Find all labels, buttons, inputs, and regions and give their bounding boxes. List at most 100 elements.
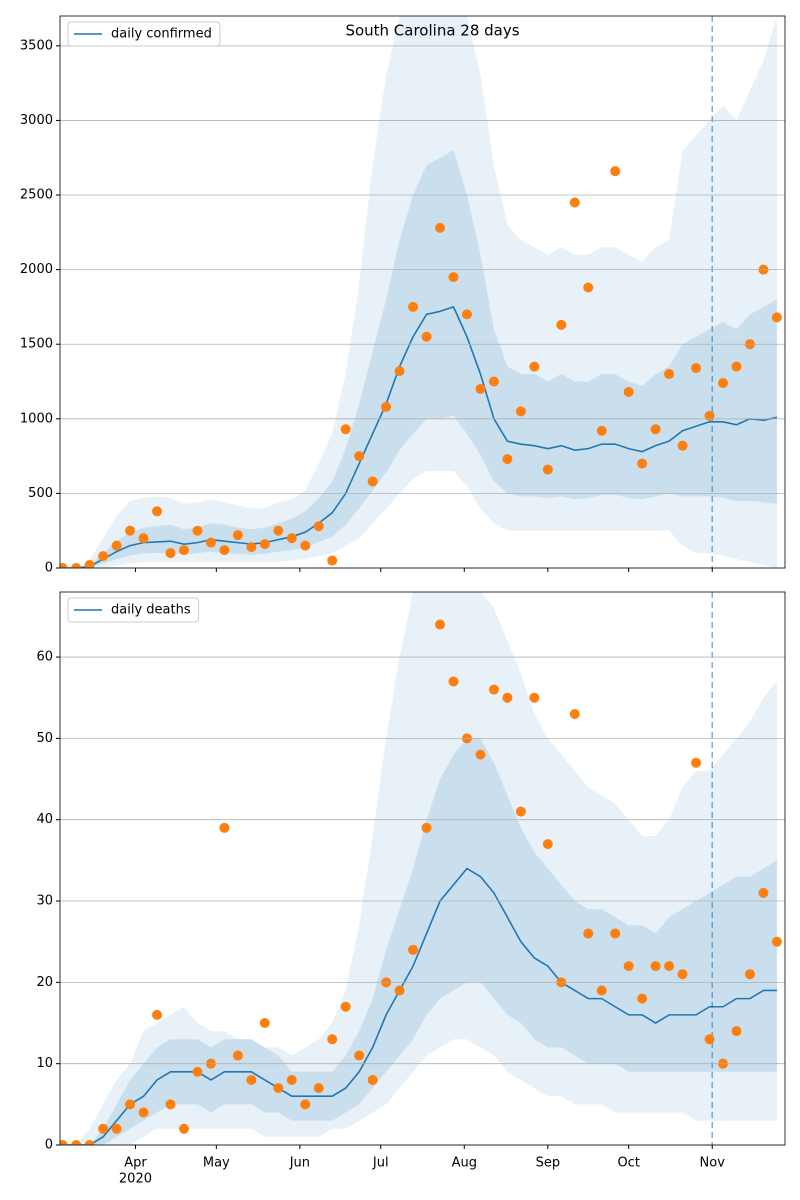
observed-point	[704, 410, 715, 421]
observed-point	[569, 197, 580, 208]
observed-point	[488, 684, 499, 695]
observed-point	[354, 1050, 365, 1061]
observed-point	[286, 1074, 297, 1085]
observed-point	[354, 451, 365, 462]
observed-point	[300, 540, 311, 551]
observed-point	[475, 383, 486, 394]
observed-point	[152, 1009, 163, 1020]
observed-point	[300, 1099, 311, 1110]
observed-point	[691, 363, 702, 374]
observed-point	[232, 1050, 243, 1061]
observed-point	[515, 406, 526, 417]
observed-point	[744, 969, 755, 980]
observed-point	[232, 530, 243, 541]
observed-point	[178, 1123, 189, 1134]
plot-frame	[59, 15, 786, 569]
observed-point	[313, 1083, 324, 1094]
observed-point	[178, 545, 189, 556]
observed-point	[610, 928, 621, 939]
y-tick-label: 3000	[20, 113, 53, 128]
observed-point	[138, 533, 149, 544]
observed-point	[502, 692, 513, 703]
observed-point	[408, 944, 419, 955]
y-tick-label: 1000	[20, 411, 53, 426]
observed-point	[273, 525, 284, 536]
observed-point	[435, 222, 446, 233]
observed-point	[677, 440, 688, 451]
observed-point	[596, 425, 607, 436]
observed-point	[246, 1074, 257, 1085]
legend: daily confirmed	[67, 21, 221, 47]
observed-point	[84, 1140, 95, 1145]
observed-point	[394, 366, 405, 377]
observed-point	[664, 961, 675, 972]
observed-point	[367, 1074, 378, 1085]
observed-point	[98, 1123, 109, 1134]
y-tick-label: 3500	[20, 38, 53, 53]
legend-label: daily deaths	[111, 603, 191, 618]
y-tick-label: 0	[45, 1138, 53, 1153]
observed-point	[435, 619, 446, 630]
y-tick-label: 60	[36, 650, 53, 665]
x-tick-label: Sep	[536, 1156, 561, 1171]
observed-point	[246, 542, 257, 553]
observed-point	[718, 378, 729, 389]
observed-point	[556, 319, 567, 330]
observed-point	[327, 555, 338, 566]
observed-point	[71, 563, 82, 568]
observed-point	[259, 1018, 270, 1029]
x-tick-label: May	[203, 1156, 230, 1171]
observed-point	[529, 692, 540, 703]
observed-point	[111, 1123, 122, 1134]
observed-point	[691, 757, 702, 768]
observed-point	[529, 361, 540, 372]
legend-box	[67, 597, 200, 623]
observed-point	[569, 708, 580, 719]
observed-point	[219, 545, 230, 556]
x-tick-label: Jul	[372, 1156, 389, 1171]
observed-point	[637, 458, 648, 469]
observed-point	[219, 822, 230, 833]
observed-point	[286, 533, 297, 544]
legend-label: daily confirmed	[111, 27, 212, 42]
observed-point	[610, 166, 621, 177]
y-tick-label: 10	[36, 1056, 53, 1071]
observed-point	[60, 563, 68, 568]
observed-point	[381, 401, 392, 412]
observed-point	[650, 961, 661, 972]
observed-point	[596, 985, 607, 996]
observed-point	[502, 454, 513, 465]
x-tick-label: Nov	[700, 1156, 726, 1171]
observed-point	[650, 424, 661, 435]
y-tick-label: 1500	[20, 337, 53, 352]
observed-point	[664, 369, 675, 380]
observed-point	[165, 1099, 176, 1110]
series-line	[62, 867, 777, 1145]
x-tick-label: Apr	[124, 1156, 147, 1171]
y-tick-label: 0	[45, 561, 53, 576]
observed-point	[367, 476, 378, 487]
observed-point	[731, 1026, 742, 1037]
observed-point	[542, 839, 553, 850]
observed-point	[273, 1083, 284, 1094]
y-tick-label: 2500	[20, 188, 53, 203]
observed-point	[340, 424, 351, 435]
observed-point	[408, 301, 419, 312]
observed-point	[394, 985, 405, 996]
observed-point	[461, 309, 472, 320]
observed-point	[205, 537, 216, 548]
observed-point	[704, 1034, 715, 1045]
observed-point	[448, 676, 459, 687]
observed-point	[448, 272, 459, 283]
plot-area	[60, 16, 782, 568]
observed-point	[125, 1099, 136, 1110]
band	[62, 150, 777, 568]
observed-point	[583, 928, 594, 939]
chart-title: South Carolina 28 days	[345, 22, 519, 40]
observed-point	[475, 749, 486, 760]
y-tick-label: 20	[36, 975, 53, 990]
y-tick-label: 500	[28, 486, 53, 501]
legend-box	[67, 21, 221, 47]
observed-point	[771, 936, 782, 947]
observed-point	[111, 540, 122, 551]
